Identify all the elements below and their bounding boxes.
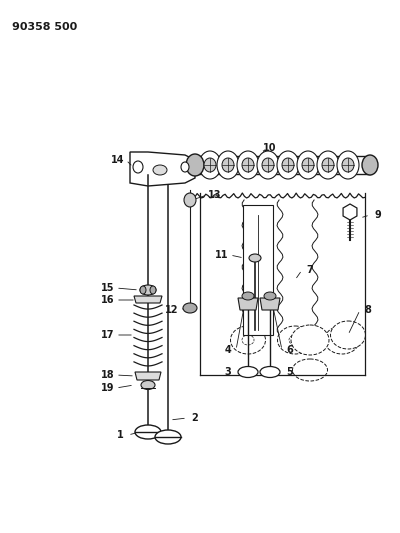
Ellipse shape <box>242 292 254 300</box>
Ellipse shape <box>140 286 146 294</box>
Ellipse shape <box>277 151 299 179</box>
Ellipse shape <box>289 335 301 345</box>
Bar <box>243 205 273 335</box>
Ellipse shape <box>282 158 294 172</box>
Ellipse shape <box>278 326 312 354</box>
Polygon shape <box>238 298 258 310</box>
Ellipse shape <box>155 430 181 444</box>
Text: 19: 19 <box>101 383 115 393</box>
Text: 13: 13 <box>208 190 222 200</box>
Ellipse shape <box>217 151 239 179</box>
Ellipse shape <box>199 151 221 179</box>
Ellipse shape <box>135 425 161 439</box>
Text: 16: 16 <box>101 295 115 305</box>
Ellipse shape <box>330 321 366 349</box>
Text: 3: 3 <box>225 367 231 377</box>
Ellipse shape <box>262 158 274 172</box>
Ellipse shape <box>242 158 254 172</box>
Ellipse shape <box>337 151 359 179</box>
Ellipse shape <box>133 161 143 173</box>
Ellipse shape <box>140 285 156 295</box>
Polygon shape <box>260 298 280 310</box>
Text: 10: 10 <box>263 143 277 153</box>
Text: 8: 8 <box>364 305 372 315</box>
Ellipse shape <box>237 151 259 179</box>
Ellipse shape <box>257 151 279 179</box>
Ellipse shape <box>186 154 204 176</box>
Text: 15: 15 <box>101 283 115 293</box>
Ellipse shape <box>153 165 167 175</box>
Ellipse shape <box>302 158 314 172</box>
Text: 6: 6 <box>287 345 293 355</box>
Ellipse shape <box>222 158 234 172</box>
Text: 11: 11 <box>215 250 229 260</box>
Text: 5: 5 <box>287 367 293 377</box>
Ellipse shape <box>260 367 280 377</box>
Text: 12: 12 <box>165 305 179 315</box>
Text: 7: 7 <box>307 265 313 275</box>
Polygon shape <box>130 152 195 186</box>
Text: 4: 4 <box>225 345 231 355</box>
Text: 17: 17 <box>101 330 115 340</box>
Text: 14: 14 <box>111 155 125 165</box>
Ellipse shape <box>292 359 328 381</box>
Ellipse shape <box>181 162 189 172</box>
Ellipse shape <box>242 335 254 345</box>
Text: 1: 1 <box>117 430 123 440</box>
Ellipse shape <box>204 158 216 172</box>
Ellipse shape <box>317 151 339 179</box>
Ellipse shape <box>141 381 155 390</box>
Ellipse shape <box>249 254 261 262</box>
Ellipse shape <box>150 286 156 294</box>
Ellipse shape <box>238 367 258 377</box>
Ellipse shape <box>322 158 334 172</box>
Polygon shape <box>134 296 162 303</box>
Ellipse shape <box>342 158 354 172</box>
Ellipse shape <box>324 326 360 354</box>
Ellipse shape <box>183 303 197 313</box>
Ellipse shape <box>297 151 319 179</box>
Text: 9: 9 <box>375 210 381 220</box>
Ellipse shape <box>184 193 196 207</box>
Text: 2: 2 <box>192 413 198 423</box>
Polygon shape <box>135 372 161 380</box>
Ellipse shape <box>362 155 378 175</box>
Text: 18: 18 <box>101 370 115 380</box>
Ellipse shape <box>264 292 276 300</box>
Ellipse shape <box>336 335 348 345</box>
Text: 90358 500: 90358 500 <box>12 22 77 32</box>
Ellipse shape <box>291 325 329 355</box>
Ellipse shape <box>230 326 266 354</box>
